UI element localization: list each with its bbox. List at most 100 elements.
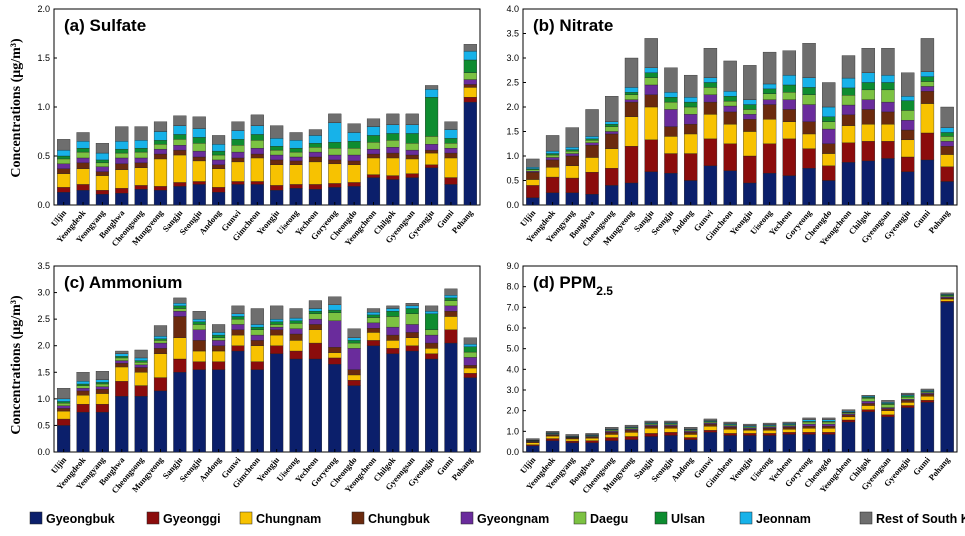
bar-segment-chungbuk	[289, 333, 303, 341]
bar-segment-ulsan	[565, 149, 580, 152]
bar-segment-chungnam	[386, 340, 400, 349]
bar-segment-jeonnam	[270, 318, 284, 322]
y-tick-label: 3.0	[506, 385, 519, 395]
bar-segment-rest-of-south-korea	[463, 44, 477, 52]
bar-segment-chungbuk	[900, 129, 915, 141]
bar-segment-chungbuk	[366, 328, 381, 333]
bar-segment-ulsan	[115, 148, 129, 154]
bar-segment-daegu	[565, 150, 580, 154]
bar-segment-chungnam	[585, 437, 599, 441]
bar-segment-chungbuk	[57, 408, 71, 412]
bar-segment-gyeongnam	[192, 329, 206, 341]
bar-segment-chungbuk	[703, 423, 718, 427]
bar-segment-gyeongbuk	[405, 177, 419, 206]
bar-segment-gyeonggi	[723, 143, 737, 171]
bar-segment-rest-of-south-korea	[585, 433, 599, 436]
bar-segment-chungnam	[153, 158, 168, 187]
bar-segment-gyeongbuk	[900, 407, 915, 453]
bar-segment-chungbuk	[231, 157, 245, 163]
bar-segment-gyeongnam	[250, 334, 264, 341]
bar-segment-gyeonggi	[115, 381, 129, 397]
bar-segment-ulsan	[347, 340, 361, 344]
bar-segment-rest-of-south-korea	[526, 438, 540, 441]
bar-segment-rest-of-south-korea	[664, 420, 678, 423]
bar-segment-chungbuk	[723, 427, 737, 430]
bar-segment-gyeongnam	[270, 326, 284, 330]
bar-segment-daegu	[762, 93, 777, 100]
bar-segment-ulsan	[664, 97, 678, 103]
bar-segment-ulsan	[405, 308, 419, 314]
bar-segment-chungbuk	[386, 334, 400, 341]
bar-segment-gyeongnam	[881, 101, 895, 113]
bar-segment-chungbuk	[250, 153, 264, 159]
bar-segment-chungnam	[444, 316, 458, 330]
bar-segment-chungnam	[463, 367, 477, 374]
bar-segment-gyeongbuk	[664, 172, 678, 206]
bar-segment-gyeongnam	[822, 128, 836, 144]
bar-segment-jeonnam	[328, 304, 342, 311]
bar-segment-rest-of-south-korea	[841, 409, 856, 412]
bar-segment-chungbuk	[386, 152, 400, 159]
bar-segment-jeonnam	[802, 77, 816, 88]
bar-segment-chungnam	[526, 442, 540, 445]
bar-segment-gyeongbuk	[289, 358, 303, 453]
bar-segment-rest-of-south-korea	[545, 431, 560, 433]
bar-segment-chungbuk	[95, 171, 109, 176]
bar-segment-chungnam	[545, 435, 560, 439]
bar-segment-chungnam	[940, 154, 954, 167]
bar-segment-gyeongnam	[57, 405, 71, 409]
bar-segment-gyeonggi	[366, 174, 381, 178]
bar-segment-gyeongnam	[545, 157, 560, 161]
bar-segment-ulsan	[605, 123, 619, 127]
bar-segment-chungnam	[762, 119, 777, 144]
bar-segment-gyeongnam	[308, 318, 322, 325]
y-tick-label: 4.0	[506, 364, 519, 374]
bar-segment-jeonnam	[444, 129, 458, 139]
bar-segment-gyeongbuk	[703, 165, 718, 206]
bar-segment-daegu	[822, 121, 836, 130]
bar-segment-chungbuk	[841, 414, 856, 418]
bar-segment-gyeonggi	[605, 168, 619, 186]
bar-segment-chungnam	[644, 106, 658, 141]
bar-segment-gyeongnam	[212, 340, 226, 346]
bar-segment-gyeongbuk	[328, 364, 342, 453]
bar-segment-gyeongnam	[425, 334, 439, 344]
bar-segment-daegu	[134, 362, 148, 366]
bar-segment-chungnam	[76, 394, 90, 405]
bar-segment-gyeongbuk	[386, 179, 400, 206]
bar-segment-jeonnam	[585, 136, 599, 140]
bar-segment-chungbuk	[425, 149, 439, 154]
bar-segment-rest-of-south-korea	[347, 123, 361, 133]
bar-segment-rest-of-south-korea	[723, 421, 737, 424]
bar-segment-rest-of-south-korea	[526, 158, 540, 168]
bar-segment-chungbuk	[76, 162, 90, 169]
bar-segment-gyeongnam	[841, 104, 856, 116]
bar-segment-chungnam	[605, 434, 619, 438]
bar-segment-gyeonggi	[231, 345, 245, 352]
bar-segment-chungnam	[57, 173, 71, 188]
bar-segment-gyeongbuk	[743, 182, 757, 206]
bar-segment-chungnam	[723, 429, 737, 434]
bar-segment-jeonnam	[328, 122, 342, 143]
bar-segment-gyeongnam	[463, 79, 477, 85]
legend-swatch	[739, 511, 753, 525]
bar-segment-chungnam	[723, 123, 737, 144]
bar-segment-gyeonggi	[347, 182, 361, 187]
bar-segment-chungbuk	[115, 363, 129, 368]
bar-segment-daegu	[212, 337, 226, 341]
bar-segment-jeonnam	[212, 332, 226, 336]
bar-segment-rest-of-south-korea	[308, 129, 322, 136]
bar-segment-gyeongnam	[134, 364, 148, 368]
bar-segment-gyeonggi	[782, 138, 797, 176]
bar-segment-gyeonggi	[802, 432, 816, 435]
bar-segment-chungbuk	[723, 111, 737, 125]
bar-segment-gyeongbuk	[881, 416, 895, 453]
bar-segment-chungbuk	[425, 342, 439, 349]
bar-segment-gyeongbuk	[920, 402, 935, 453]
bar-segment-gyeongnam	[289, 156, 303, 162]
bar-segment-ulsan	[841, 87, 856, 96]
bar-segment-rest-of-south-korea	[386, 305, 400, 309]
bar-segment-chungnam	[624, 116, 639, 147]
bar-segment-daegu	[425, 329, 439, 336]
